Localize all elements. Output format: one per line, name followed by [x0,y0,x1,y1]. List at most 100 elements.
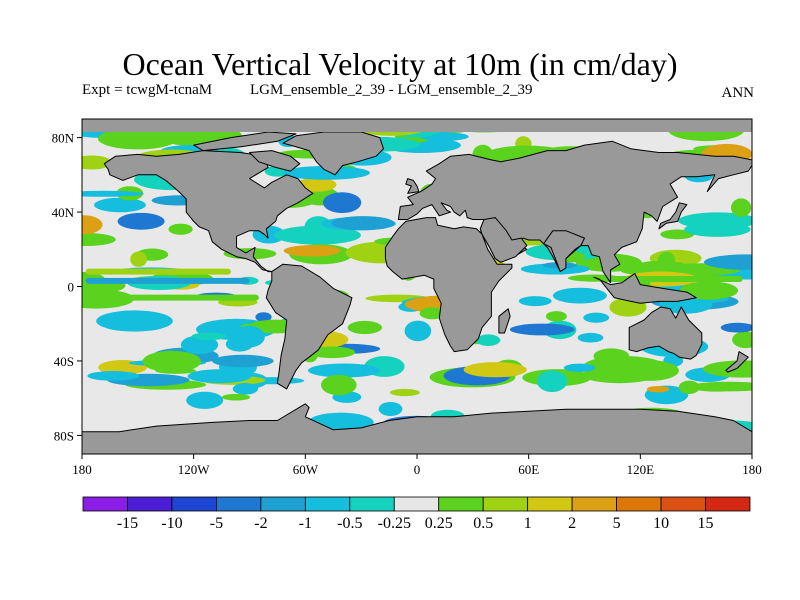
colorbar-label: 15 [698,515,714,532]
field-patch [731,198,752,217]
land-antarctica [82,403,752,454]
colorbar-swatch [393,496,440,512]
field-patch [308,346,356,359]
lat-tick-label: 80S [54,428,74,443]
season-label: ANN [721,85,755,101]
field-patch [518,296,552,307]
lon-tick-label: 60W [293,462,319,477]
colorbar-label: 1 [524,515,532,532]
field-patch [206,321,231,333]
field-patch [702,360,752,378]
field-patch [419,307,445,320]
field-patch [545,311,567,322]
field-patch [536,370,568,393]
land-mask [82,119,752,454]
field-patch [117,212,165,230]
land-uk [405,178,420,194]
field-patch [684,221,751,237]
land-japan [658,202,688,230]
experiment-label: Expt = tcwgM-tcnaM [82,82,213,98]
field-patch [142,350,201,373]
colorbar-swatch [438,496,484,512]
map-title: Ocean Vertical Velocity at 10m (in cm/da… [122,46,678,82]
field-patch [679,281,739,300]
colorbar-swatch [171,496,217,512]
colorbar-label: -5 [210,515,223,532]
lat-tick-label: 0 [68,280,75,295]
colorbar-swatch [215,496,262,512]
colorbar-label: -0.25 [378,515,411,532]
land-arctic-islands [193,131,297,152]
lon-tick-label: 120W [178,462,211,477]
field-patch [255,312,272,322]
field-patch [274,225,361,245]
longitude-axis: 180 120W 60W 0 60E 120E 180 [72,454,762,477]
land-australia [628,306,703,360]
lat-tick-label: 80N [52,131,75,146]
colorbar-swatch [349,496,395,512]
field-patch [82,215,103,235]
field-band [85,268,231,275]
colorbar-label: -10 [161,515,182,532]
colorbar-label: -2 [254,515,267,532]
land-arabia [479,217,528,263]
land-india [543,230,585,273]
field-band [91,294,259,301]
colorbar-swatch [482,496,529,512]
field-patch [232,383,259,395]
field-patch [378,402,403,416]
field-patch [322,192,362,214]
field-patch [476,334,501,347]
field-patch [321,374,357,396]
colorbar: -15 -10 -5 -2 -1 -0.5 -0.25 0.25 0.5 1 2 5 10 15 [82,496,751,532]
field-patch [605,357,625,374]
field-patch [232,325,265,348]
field-patch [639,260,684,267]
land-baffin-island [249,150,301,172]
colorbar-swatch [616,496,662,512]
field-patch [463,362,527,378]
field-patch [577,332,604,343]
colorbar-label: 10 [653,515,669,532]
land-north-america [103,150,314,273]
lon-tick-label: 180 [72,462,92,477]
field-patch [331,216,395,231]
field-patch [191,332,227,341]
field-patch [296,177,337,192]
field-patch [186,391,224,409]
field-patch [687,381,752,392]
colorbar-swatch [527,496,573,512]
field-patch [347,320,382,335]
lat-tick-label: 40N [52,205,75,220]
lon-tick-label: 180 [742,462,762,477]
field-patch [678,380,700,394]
field-patch [552,287,607,304]
field-patch [98,128,178,150]
field-patch [583,312,610,323]
lat-tick-label: 40S [54,354,74,369]
field-patch [283,245,341,257]
field-patch [563,363,596,372]
colorbar-label: -15 [117,515,138,532]
field-patch [87,371,139,381]
colorbar-label: 5 [613,515,621,532]
colorbar-swatch [82,496,128,512]
latitude-axis: 80N 40N 0 40S 80S [52,131,82,443]
field-patch [660,229,695,240]
field-patch [720,322,752,333]
colorbar-swatch [571,496,618,512]
colorbar-label: 0.25 [425,515,453,532]
field-patch [389,388,420,397]
land-south-america [265,263,353,390]
field-patch [168,223,193,235]
field-patch [96,310,173,332]
field-patch [130,251,148,267]
colorbar-label: 0.5 [473,515,493,532]
land-new-zealand [725,351,749,373]
field-patch [212,354,274,368]
colorbar-swatch [127,496,173,512]
colorbar-label: -0.5 [337,515,362,532]
field-patch [646,386,670,393]
field-patch [187,369,252,384]
land-indonesia [593,273,697,304]
